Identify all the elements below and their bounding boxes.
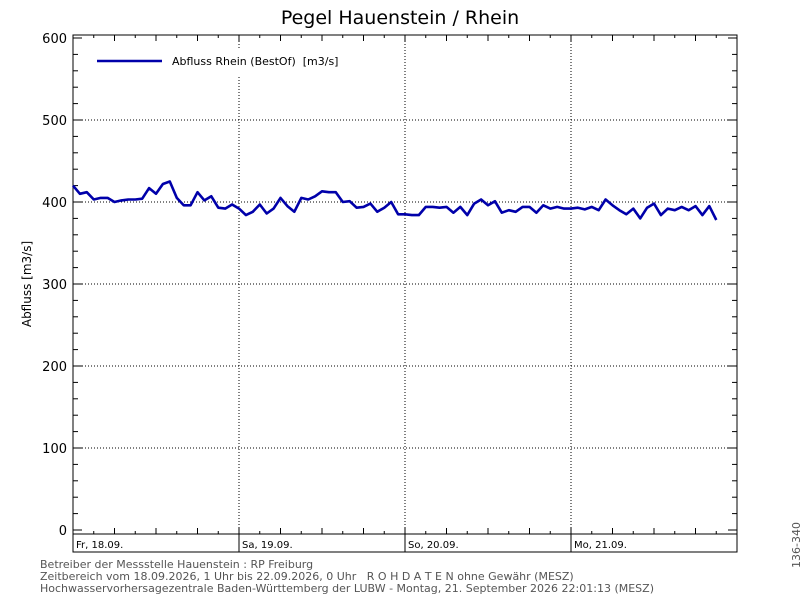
footer-timerange: Zeitbereich vom 18.09.2026, 1 Uhr bis 22…	[40, 570, 574, 583]
legend-label: Abfluss Rhein (BestOf) [m3/s]	[172, 55, 338, 68]
chart-title: Pegel Hauenstein / Rhein	[281, 7, 519, 29]
y-tick-label: 600	[42, 32, 67, 47]
x-day-label: Fr, 18.09.	[76, 540, 123, 551]
series-line-abfluss	[72, 180, 718, 221]
y-axis-label: Abfluss [m3/s]	[20, 241, 34, 327]
y-tick-label: 400	[42, 196, 67, 211]
x-day-label: So, 20.09.	[408, 540, 459, 551]
y-tick-label: 200	[42, 360, 67, 375]
y-tick-label: 100	[42, 442, 67, 457]
x-day-label: Mo, 21.09.	[574, 540, 627, 551]
x-day-labels: Fr, 18.09. Sa, 19.09. So, 20.09. Mo, 21.09.	[76, 540, 627, 551]
y-tick-labels: 0 100 200 300 400 500 600	[42, 32, 67, 539]
grid-lines	[73, 35, 737, 552]
axis-ticks	[72, 35, 738, 552]
y-tick-label: 0	[59, 524, 67, 539]
footer-operator: Betreiber der Messstelle Hauenstein : RP…	[40, 558, 314, 571]
side-code: 136-340	[790, 522, 800, 568]
y-tick-label: 500	[42, 114, 67, 129]
footer-source: Hochwasservorhersagezentrale Baden-Württ…	[40, 582, 654, 595]
y-tick-label: 300	[42, 278, 67, 293]
x-day-label: Sa, 19.09.	[242, 540, 293, 551]
